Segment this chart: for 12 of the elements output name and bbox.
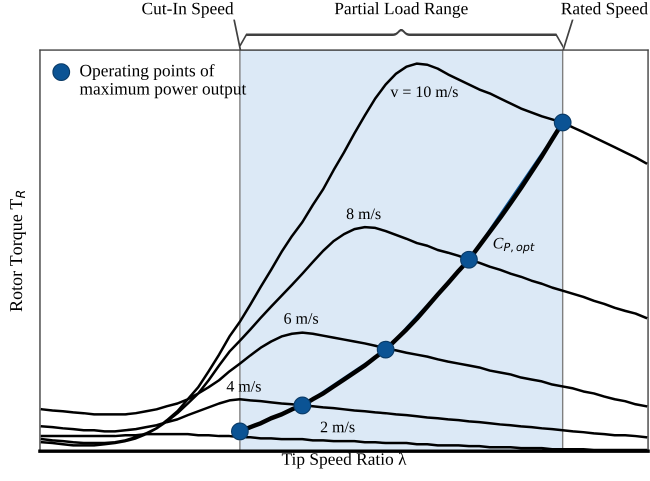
legend-label: Operating points of maximum power output [80, 64, 246, 98]
x-axis-title: Tip Speed Ratio λ [282, 452, 406, 468]
series-label: 4 m/s [226, 380, 261, 392]
series-label: v = 10 m/s [390, 86, 458, 98]
text: Partial Load Range [334, 2, 468, 18]
text: Rated Speed [561, 2, 648, 18]
text: Cut-In Speed [142, 2, 234, 18]
series-label: 2 m/s [320, 422, 355, 432]
series-label: 6 m/s [284, 313, 318, 324]
y-axis-title: Rotor Torque T$_{R}$ [10, 190, 26, 312]
series-label: 8 m/s [346, 208, 381, 220]
series-label: C$_{P,opt}$ [494, 238, 535, 254]
